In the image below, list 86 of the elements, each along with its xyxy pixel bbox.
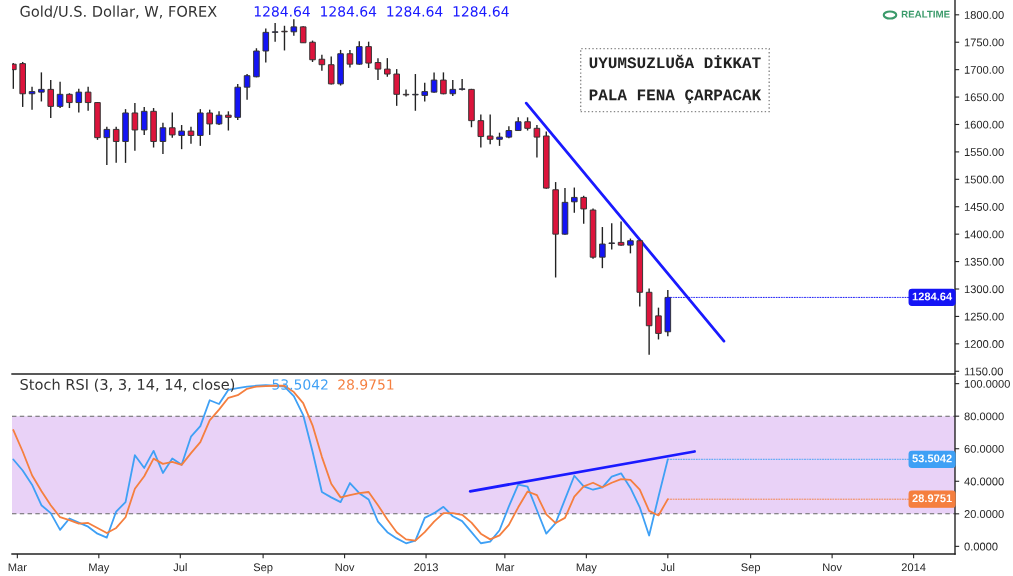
candlestick: [393, 68, 400, 107]
candlestick: [355, 40, 363, 66]
text: 53.5042: [272, 379, 328, 390]
chart-title: Stoch RSI (3, 3, 14, 14, close): [20, 378, 235, 392]
y-tick-label: 100.0000: [964, 379, 1010, 388]
annotation: REALTIME: [901, 10, 950, 18]
candlestick: [168, 111, 176, 139]
candlestick: [103, 125, 111, 166]
candlestick: [197, 108, 204, 147]
candlestick: [225, 110, 232, 132]
y-tick-label: 40.0000: [964, 477, 1004, 486]
annotation: 1284.64: [912, 292, 953, 301]
x-tick-label: May: [576, 563, 597, 574]
chart-title: Gold/U.S. Dollar, W, FOREX: [20, 5, 217, 19]
candlestick: [271, 22, 279, 43]
y-tick-label: 0.0000: [964, 542, 998, 551]
x-tick-label: Nov: [823, 563, 842, 572]
y-tick-label: 1350.00: [964, 257, 1004, 266]
candlestick: [38, 71, 45, 103]
candlestick: [580, 195, 587, 225]
x-tick-label: May: [89, 563, 110, 574]
candlestick: [262, 27, 270, 64]
candlestick: [56, 81, 64, 109]
candlestick: [187, 125, 195, 145]
y-tick-label: 80.0000: [964, 412, 1004, 421]
candlestick: [318, 54, 326, 72]
y-tick-label: 1600.00: [964, 120, 1004, 129]
candlestick: [243, 73, 251, 101]
candlestick: [327, 55, 335, 86]
y-tick-label: 1650.00: [964, 93, 1004, 102]
candlestick: [384, 57, 391, 78]
candlestick: [374, 57, 382, 81]
y-tick-label: 1400.00: [964, 230, 1004, 239]
y-tick-label: 1450.00: [964, 203, 1004, 211]
y-tick-label: 1550.00: [964, 148, 1004, 157]
candlestick: [617, 220, 625, 247]
candlestick: [599, 226, 606, 269]
candlestick: [206, 108, 213, 136]
annotation: UYUMSUZLUĞA DİKKAT: [589, 54, 761, 69]
candlestick: [112, 125, 120, 164]
y-tick-label: 1200.00: [964, 340, 1004, 348]
candlestick: [309, 39, 316, 63]
candlestick: [571, 186, 578, 214]
annotation: 28.9751: [912, 494, 952, 503]
candlestick: [477, 113, 485, 149]
x-tick-label: 2014: [901, 563, 926, 572]
candlestick: [159, 122, 167, 155]
candlestick: [402, 88, 410, 98]
candlestick: [430, 71, 438, 94]
candlestick: [131, 102, 139, 152]
y-tick-label: 60.0000: [964, 445, 1004, 453]
candlestick: [608, 222, 616, 251]
y-tick-label: 20.0000: [964, 510, 1004, 518]
y-tick-label: 1700.00: [964, 65, 1004, 74]
candlestick: [533, 124, 541, 159]
y-tick-label: 1150.00: [964, 367, 1003, 376]
y-tick-label: 1500.00: [964, 175, 1004, 184]
y-tick-label: 1750.00: [964, 38, 1004, 47]
candlestick: [458, 78, 466, 92]
y-tick-label: 1800.00: [964, 11, 1004, 19]
chart-subtitle: 1284.64 1284.64 1284.64 1284.64: [254, 6, 509, 17]
candlestick: [47, 79, 55, 119]
candlestick: [655, 306, 662, 341]
x-tick-label: 2013: [414, 563, 438, 572]
x-tick-label: Mar: [8, 563, 27, 572]
candlestick: [75, 88, 83, 114]
candlestick: [486, 113, 494, 145]
candlestick: [290, 18, 298, 37]
y-tick-label: 1300.00: [964, 285, 1004, 294]
candlestick: [412, 73, 419, 112]
annotation: 53.5042: [912, 454, 952, 463]
annotation: PALA FENA ÇARPACAK: [589, 89, 762, 104]
x-tick-label: Sep: [253, 563, 273, 574]
x-tick-label: Sep: [741, 563, 761, 574]
candlestick: [84, 85, 92, 112]
text: 28.9751: [338, 379, 394, 390]
candlestick: [365, 40, 372, 69]
candlestick: [178, 124, 185, 150]
y-tick-label: 1250.00: [964, 312, 1004, 321]
x-tick-label: Mar: [496, 563, 515, 572]
x-tick-label: Nov: [335, 563, 355, 572]
candlestick: [421, 82, 429, 103]
x-tick-label: Jul: [660, 563, 675, 572]
candlestick: [140, 106, 148, 136]
x-tick-label: Jul: [173, 563, 187, 572]
candlestick: [28, 85, 36, 111]
